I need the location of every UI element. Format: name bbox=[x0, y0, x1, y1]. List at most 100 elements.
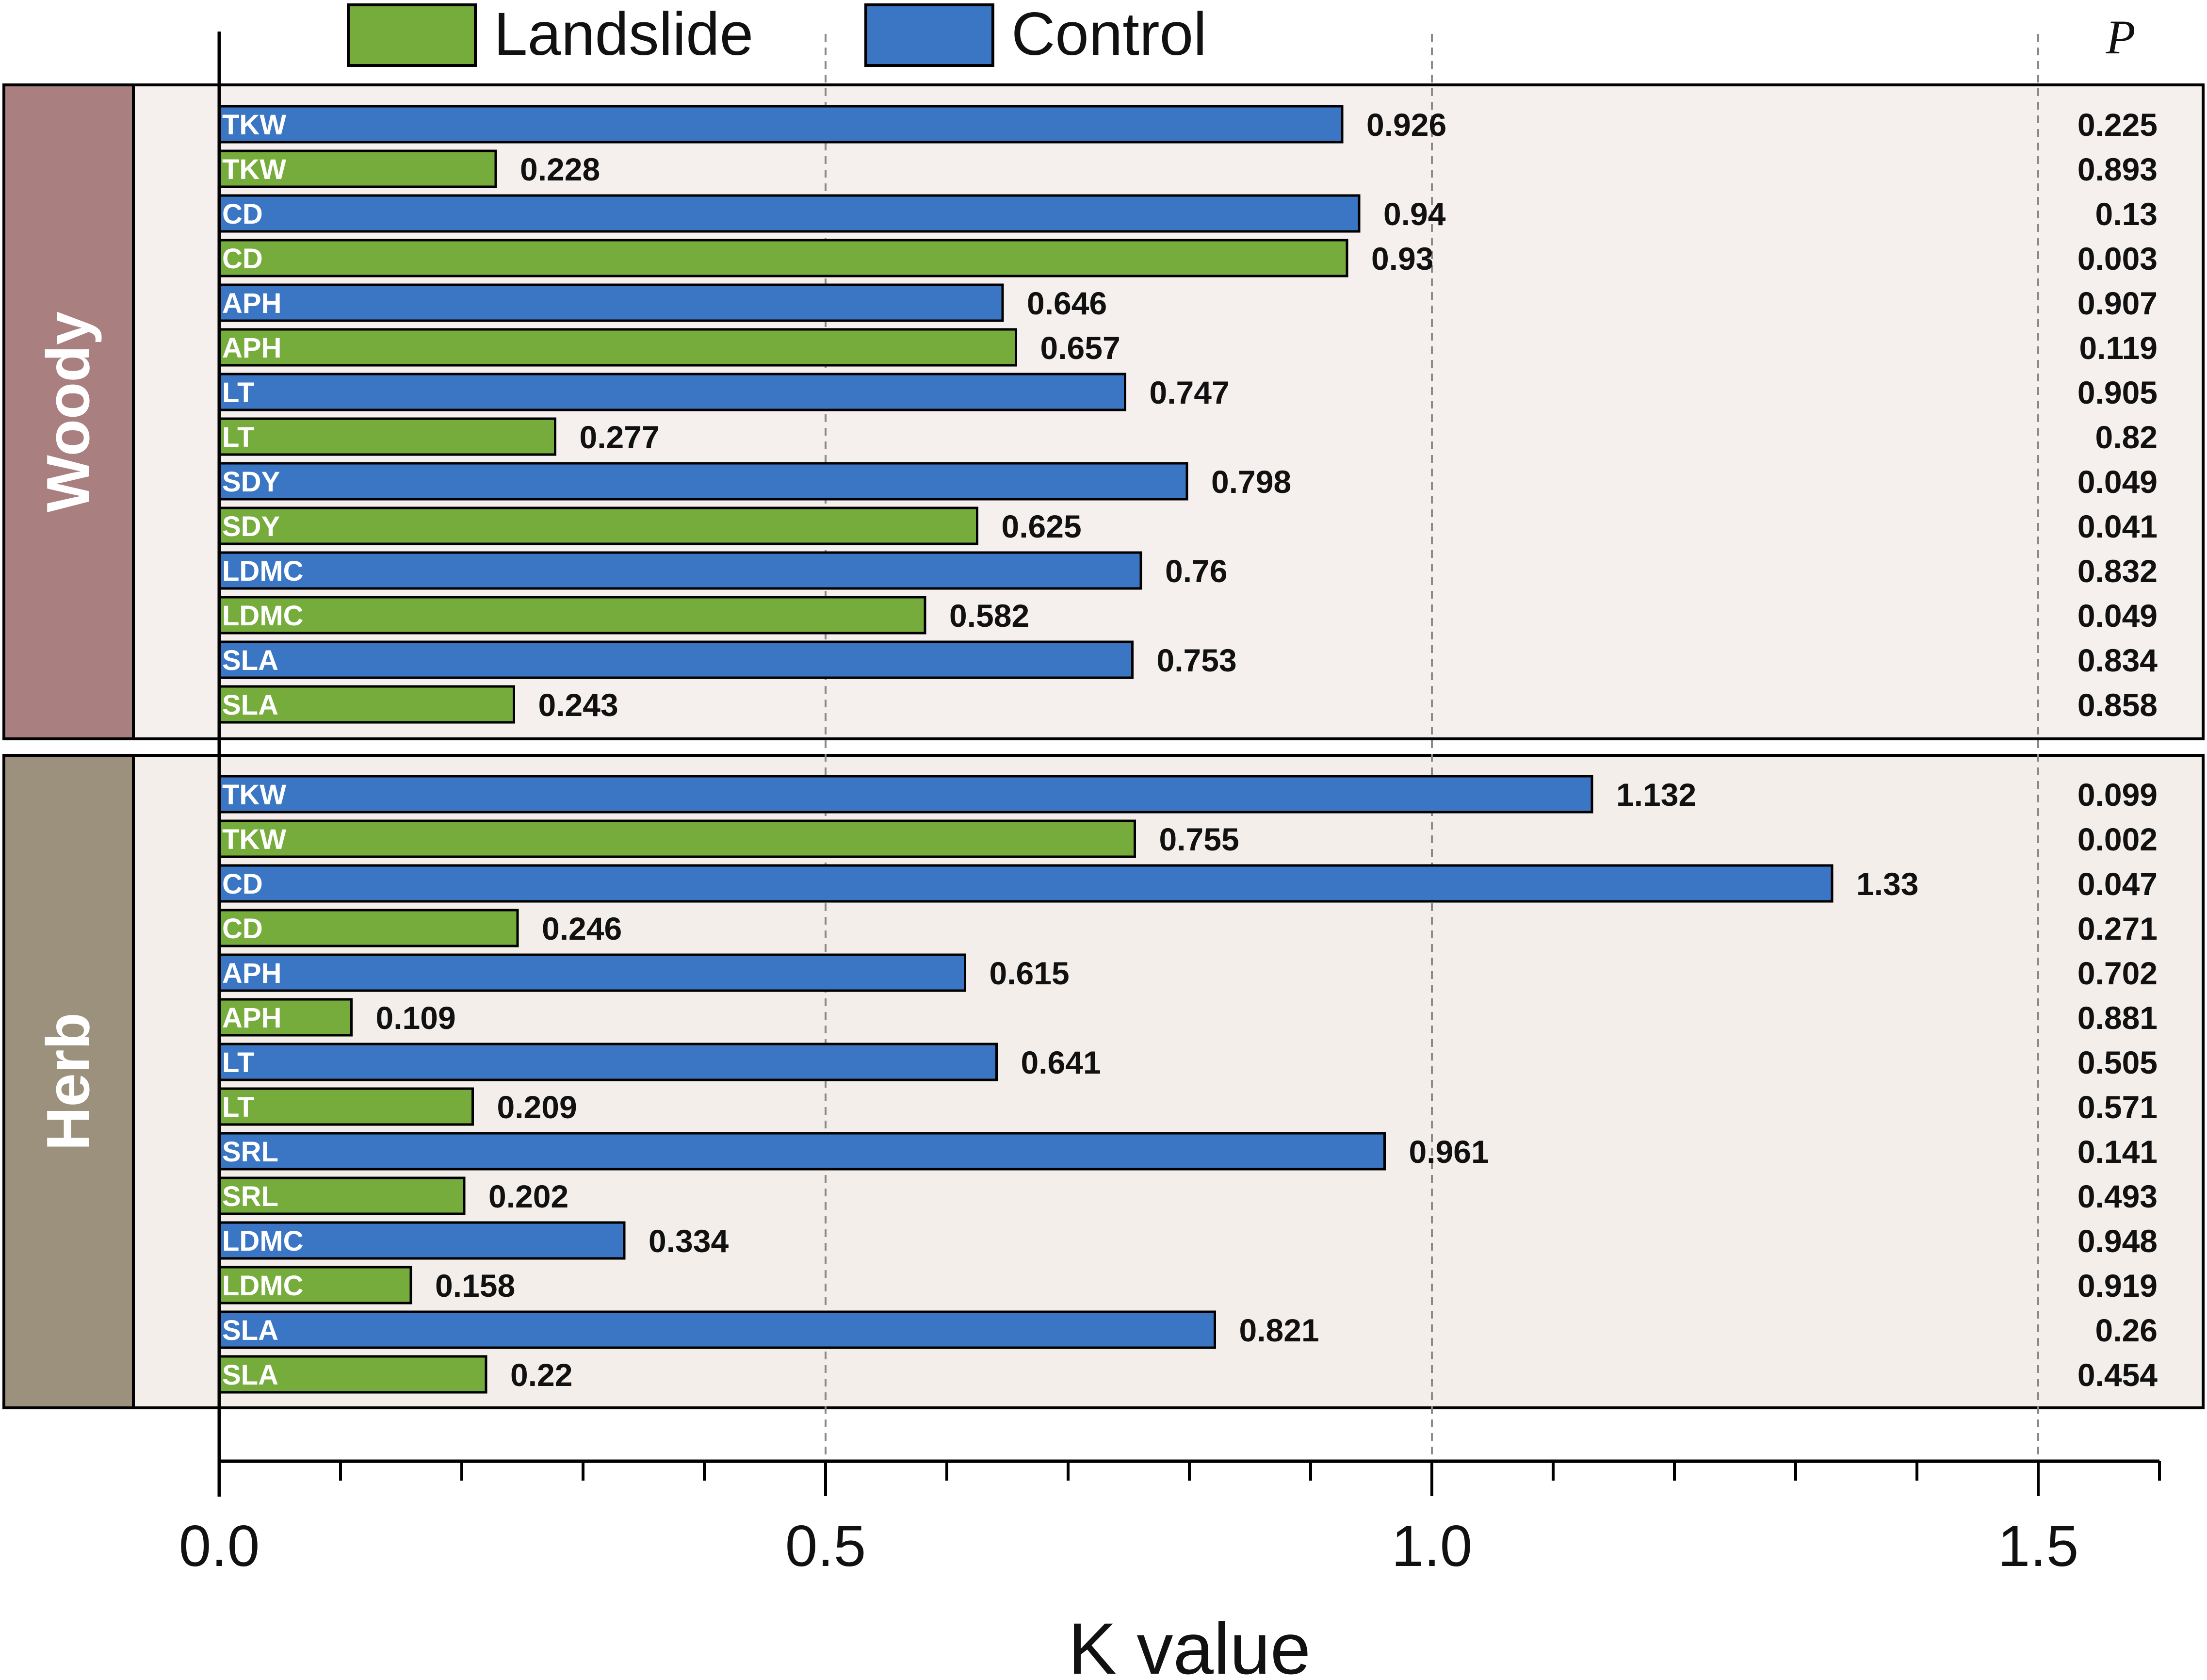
bar-herb-lt-control bbox=[218, 1043, 998, 1081]
bar-trait-label-herb-srl-landslide: SRL bbox=[222, 1181, 278, 1212]
p-value-woody-sla-control: 0.834 bbox=[2077, 642, 2158, 678]
value-label-woody-sla-landslide: 0.243 bbox=[538, 687, 618, 723]
value-label-herb-sla-control: 0.821 bbox=[1239, 1312, 1319, 1348]
bar-herb-lt-landslide bbox=[218, 1087, 474, 1126]
value-label-woody-aph-control: 0.646 bbox=[1027, 285, 1107, 321]
bar-woody-sla-landslide bbox=[218, 685, 515, 724]
p-value-woody-ldmc-control: 0.832 bbox=[2077, 553, 2158, 589]
bar-herb-cd-landslide bbox=[218, 909, 519, 947]
p-value-woody-tkw-control: 0.225 bbox=[2077, 107, 2158, 143]
p-value-herb-aph-control: 0.702 bbox=[2077, 955, 2158, 991]
legend-swatch-control bbox=[864, 3, 994, 67]
p-value-woody-sdy-control: 0.049 bbox=[2077, 464, 2158, 500]
p-value-woody-lt-landslide: 0.82 bbox=[2095, 419, 2158, 455]
x-tick-label-1.5: 1.5 bbox=[1998, 1514, 2079, 1579]
bar-trait-label-herb-ldmc-landslide: LDMC bbox=[222, 1270, 304, 1302]
bar-woody-lt-landslide bbox=[218, 417, 556, 456]
p-value-woody-ldmc-landslide: 0.049 bbox=[2077, 598, 2158, 634]
p-value-woody-aph-control: 0.907 bbox=[2077, 285, 2158, 321]
p-value-woody-cd-landslide: 0.003 bbox=[2077, 241, 2158, 277]
value-label-woody-lt-landslide: 0.277 bbox=[580, 419, 660, 455]
value-label-herb-ldmc-control: 0.334 bbox=[649, 1223, 729, 1259]
p-column-header: P bbox=[2105, 10, 2135, 64]
bar-trait-label-woody-sla-control: SLA bbox=[222, 645, 278, 676]
value-label-herb-lt-control: 0.641 bbox=[1021, 1044, 1101, 1080]
bar-woody-cd-landslide bbox=[218, 239, 1348, 277]
bar-herb-srl-control bbox=[218, 1132, 1386, 1171]
value-label-herb-cd-control: 1.33 bbox=[1856, 866, 1918, 902]
value-label-herb-ldmc-landslide: 0.158 bbox=[435, 1268, 515, 1304]
bar-trait-label-herb-sla-landslide: SLA bbox=[222, 1359, 278, 1391]
legend-label-landslide: Landslide bbox=[494, 0, 753, 68]
value-label-woody-tkw-landslide: 0.228 bbox=[520, 151, 600, 187]
value-label-woody-sdy-landslide: 0.625 bbox=[1002, 508, 1082, 544]
bar-trait-label-herb-tkw-landslide: TKW bbox=[222, 824, 286, 855]
bar-trait-label-woody-lt-landslide: LT bbox=[222, 422, 255, 453]
bar-woody-aph-control bbox=[218, 283, 1004, 322]
value-label-herb-aph-control: 0.615 bbox=[990, 955, 1070, 991]
p-value-herb-srl-control: 0.141 bbox=[2077, 1134, 2158, 1170]
bar-trait-label-herb-ldmc-control: LDMC bbox=[222, 1225, 304, 1257]
bar-trait-label-woody-tkw-control: TKW bbox=[222, 109, 286, 141]
bar-woody-lt-control bbox=[218, 373, 1126, 411]
p-value-woody-cd-control: 0.13 bbox=[2095, 196, 2158, 232]
bar-herb-cd-control bbox=[218, 864, 1834, 903]
bar-woody-aph-landslide bbox=[218, 328, 1017, 367]
p-value-herb-lt-landslide: 0.571 bbox=[2077, 1089, 2158, 1125]
value-label-woody-ldmc-control: 0.76 bbox=[1165, 553, 1227, 589]
legend-label-control: Control bbox=[1011, 0, 1207, 68]
value-label-herb-sla-landslide: 0.22 bbox=[510, 1357, 572, 1393]
p-value-herb-ldmc-control: 0.948 bbox=[2077, 1223, 2158, 1259]
value-label-herb-aph-landslide: 0.109 bbox=[376, 1000, 456, 1036]
bar-trait-label-woody-lt-control: LT bbox=[222, 377, 255, 408]
p-value-herb-tkw-landslide: 0.002 bbox=[2077, 821, 2158, 857]
x-axis-title: K value bbox=[1068, 1608, 1311, 1680]
bar-woody-sdy-control bbox=[218, 462, 1188, 501]
bar-herb-aph-control bbox=[218, 953, 966, 992]
bar-trait-label-herb-tkw-control: TKW bbox=[222, 779, 286, 811]
value-label-herb-tkw-control: 1.132 bbox=[1616, 777, 1696, 813]
p-value-herb-cd-landslide: 0.271 bbox=[2077, 911, 2158, 946]
value-label-herb-srl-control: 0.961 bbox=[1409, 1134, 1489, 1170]
value-label-woody-sdy-control: 0.798 bbox=[1211, 464, 1291, 500]
bar-herb-tkw-landslide bbox=[218, 819, 1136, 858]
panel-herb-title-box bbox=[2, 754, 135, 1409]
bar-woody-tkw-landslide bbox=[218, 149, 497, 188]
value-label-woody-aph-landslide: 0.657 bbox=[1040, 330, 1120, 366]
p-value-herb-tkw-control: 0.099 bbox=[2077, 777, 2158, 813]
value-label-woody-cd-landslide: 0.93 bbox=[1371, 241, 1433, 277]
bar-herb-tkw-control bbox=[218, 775, 1593, 814]
x-tick-label-0.0: 0.0 bbox=[179, 1514, 260, 1579]
p-value-woody-sla-landslide: 0.858 bbox=[2077, 687, 2158, 723]
p-value-herb-aph-landslide: 0.881 bbox=[2077, 1000, 2158, 1036]
bar-herb-aph-landslide bbox=[218, 998, 353, 1037]
bar-woody-ldmc-landslide bbox=[218, 596, 926, 635]
value-label-woody-cd-control: 0.94 bbox=[1383, 196, 1446, 232]
p-value-herb-sla-control: 0.26 bbox=[2095, 1312, 2158, 1348]
bar-trait-label-woody-aph-landslide: APH bbox=[222, 332, 281, 364]
bar-herb-sla-control bbox=[218, 1310, 1216, 1349]
value-label-herb-srl-landslide: 0.202 bbox=[488, 1178, 568, 1214]
group-title-woody: Woody bbox=[35, 311, 102, 512]
value-label-woody-sla-control: 0.753 bbox=[1157, 642, 1237, 678]
value-label-herb-cd-landslide: 0.246 bbox=[542, 911, 622, 946]
bar-trait-label-herb-lt-control: LT bbox=[222, 1047, 255, 1078]
bar-trait-label-woody-ldmc-control: LDMC bbox=[222, 555, 304, 587]
p-value-woody-aph-landslide: 0.119 bbox=[2079, 330, 2158, 366]
bar-trait-label-woody-cd-control: CD bbox=[222, 198, 263, 230]
value-label-woody-ldmc-landslide: 0.582 bbox=[949, 598, 1029, 634]
bar-trait-label-woody-sdy-control: SDY bbox=[222, 466, 280, 498]
legend-swatch-landslide bbox=[347, 3, 477, 67]
bar-woody-tkw-control bbox=[218, 105, 1344, 144]
value-label-woody-tkw-control: 0.926 bbox=[1366, 107, 1446, 143]
x-tick-label-0.5: 0.5 bbox=[785, 1514, 866, 1579]
bar-trait-label-herb-lt-landslide: LT bbox=[222, 1092, 255, 1123]
value-label-woody-lt-control: 0.747 bbox=[1150, 375, 1230, 410]
bar-woody-cd-control bbox=[218, 194, 1361, 233]
p-value-woody-lt-control: 0.905 bbox=[2077, 375, 2158, 410]
bar-trait-label-herb-srl-control: SRL bbox=[222, 1136, 278, 1168]
panel-woody-title-box bbox=[2, 83, 135, 740]
p-value-woody-sdy-landslide: 0.041 bbox=[2077, 508, 2158, 544]
p-value-herb-srl-landslide: 0.493 bbox=[2077, 1178, 2158, 1214]
